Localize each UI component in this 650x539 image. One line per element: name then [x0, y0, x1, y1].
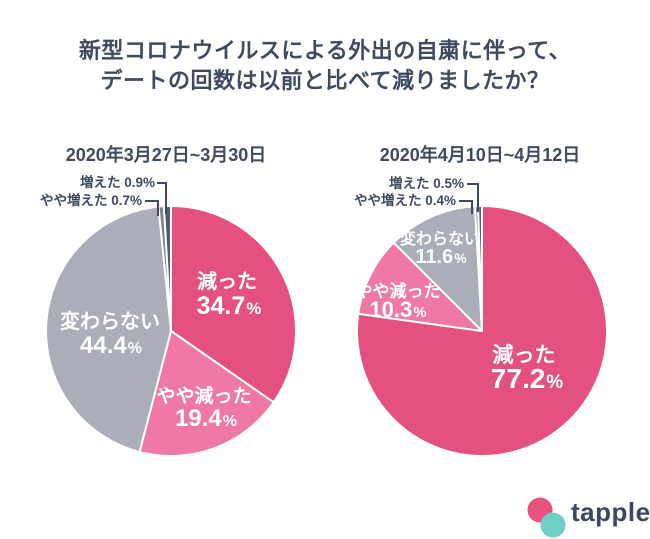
pie-right-leader-slightly-increased — [459, 200, 473, 214]
pie-right-callout-increased: 増えた 0.5% — [389, 175, 464, 191]
pie-left-callout-increased: 増えた 0.9% — [80, 174, 155, 190]
percent-sign: % — [413, 304, 426, 321]
tapple-logo: tapple — [524, 493, 650, 539]
tapple-logo-mark — [527, 497, 566, 538]
pie-left-label-decreased: 減った — [197, 269, 257, 293]
pie-right-leader-increased — [467, 183, 479, 212]
percent-sign: % — [223, 413, 237, 430]
logo-teal-circle — [540, 512, 566, 538]
percent-sign: % — [246, 299, 261, 318]
pie-left-slice-unchanged — [45, 205, 172, 453]
chart-question-title: 新型コロナウイルスによる外出の自粛に伴って、 デートの回数は以前と比べて減りまし… — [0, 36, 650, 96]
pie-right-label-decreased: 減った — [493, 343, 556, 367]
right-chart-date-range: 2020年4月10日~4月12日 — [379, 145, 581, 165]
title-line-1: 新型コロナウイルスによる外出の自粛に伴って、 — [78, 38, 572, 63]
pie-left-slice-increased — [162, 205, 172, 332]
title-line-2: デートの回数は以前と比べて減りましたか？ — [100, 68, 550, 93]
tapple-logo-text: tapple — [571, 497, 650, 527]
pie-right-slice-decreased — [356, 205, 608, 457]
pie-left-label-unchanged: 変わらない — [60, 309, 160, 333]
pie-left-value-slightly-decreased: 19.4% — [175, 405, 237, 432]
pie-left-label-slightly-decreased: やや減った — [156, 384, 251, 407]
percent-sign: % — [128, 340, 142, 357]
pie-right-value-unchanged: 11.6% — [415, 246, 467, 268]
pie-left-leader-increased — [157, 182, 167, 214]
pie-left-leader-slightly-increased — [145, 200, 159, 216]
pie-left-callout-slightly-increased: やや増えた 0.7% — [40, 192, 142, 208]
pie-right-value-decreased: 77.2% — [491, 363, 564, 394]
percent-sign: % — [454, 250, 467, 266]
percent-sign: % — [546, 372, 563, 393]
pie-right-label-slightly-decreased: やや減った — [356, 281, 441, 301]
pie-left-slice-decreased — [170, 205, 297, 404]
pie-right-slice-slightly-decreased — [357, 241, 483, 332]
left-chart-date-range: 2020年3月27日~3月30日 — [65, 145, 267, 165]
pie-right-callout-slightly-increased: やや増えた 0.4% — [354, 192, 456, 208]
pie-left-slice-slightly-decreased — [138, 330, 275, 457]
pie-right-label-unchanged: 変わらない — [400, 229, 480, 248]
